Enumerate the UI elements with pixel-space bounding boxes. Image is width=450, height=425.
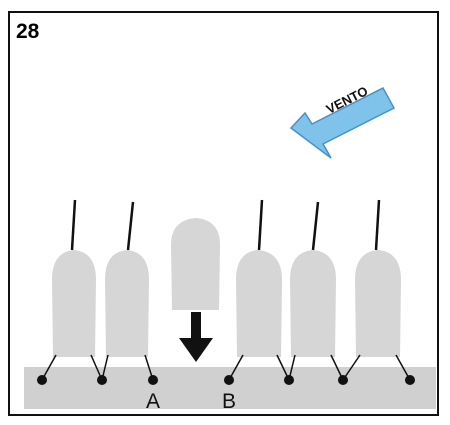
figure-number: 28 xyxy=(16,20,40,43)
arrow-down-icon xyxy=(179,312,213,362)
boat-1 xyxy=(41,199,103,381)
bollard-b xyxy=(224,375,234,385)
mast-line xyxy=(257,199,264,251)
label-a: A xyxy=(146,390,160,413)
bollard xyxy=(37,375,47,385)
mast-line xyxy=(70,199,77,251)
mooring-line xyxy=(342,354,361,381)
mast-line xyxy=(311,201,320,251)
label-b: B xyxy=(222,390,236,413)
bollard xyxy=(284,375,294,385)
boat-2 xyxy=(101,201,154,381)
mast-line xyxy=(126,201,135,251)
bollard-a xyxy=(148,375,158,385)
dock xyxy=(24,367,436,409)
boat-4 xyxy=(228,199,290,381)
bollard xyxy=(405,375,415,385)
wind-arrow-icon: VENTO xyxy=(289,83,396,159)
mast-line xyxy=(374,199,381,251)
bollard xyxy=(97,375,107,385)
boat-6 xyxy=(342,199,411,381)
boat-approaching xyxy=(171,218,220,310)
boat-5 xyxy=(288,201,344,381)
bollard xyxy=(338,375,348,385)
